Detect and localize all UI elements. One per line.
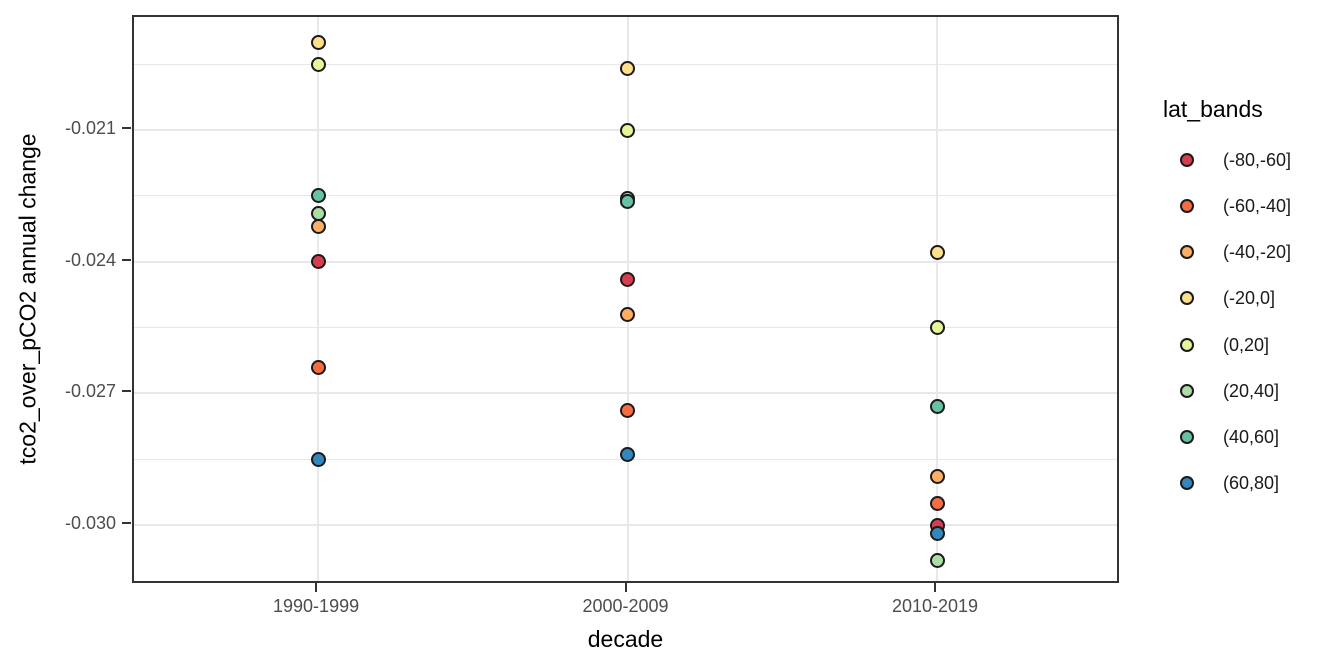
x-tick-label: 1990-1999 — [273, 596, 360, 616]
x-axis-title: decade — [587, 626, 664, 652]
data-point — [929, 552, 945, 568]
y-tick-label: -0.021 — [64, 118, 116, 138]
y-tick-label: -0.027 — [64, 381, 116, 402]
legend-point-icon — [1180, 383, 1194, 398]
y-axis-tick — [122, 390, 131, 393]
major-gridline — [936, 17, 939, 581]
data-point — [310, 359, 326, 375]
legend-label: (60,80] — [1223, 472, 1280, 493]
major-gridline — [134, 260, 1117, 263]
data-point — [620, 271, 635, 287]
data-point — [310, 188, 326, 204]
y-tick-label: -0.024 — [64, 249, 116, 270]
y-axis-tick — [122, 127, 131, 129]
major-gridline — [317, 17, 320, 581]
data-point — [620, 403, 635, 419]
x-axis-tick — [315, 583, 318, 592]
x-tick-label: 2000-2009 — [582, 596, 669, 616]
major-gridline — [134, 392, 1117, 395]
y-axis-tick — [122, 522, 131, 524]
y-axis-tick — [122, 258, 131, 261]
data-point — [310, 56, 326, 72]
legend-title: lat_bands — [1163, 96, 1263, 122]
y-tick-label: -0.030 — [64, 513, 116, 533]
data-point — [620, 193, 635, 209]
data-point — [929, 526, 945, 542]
legend-point-icon — [1180, 475, 1194, 490]
data-point — [620, 122, 635, 138]
legend-label: (40,60] — [1223, 426, 1280, 447]
legend-label: (-80,-60] — [1223, 150, 1292, 170]
legend-label: (-40,-20] — [1223, 242, 1292, 263]
data-point — [620, 61, 635, 77]
data-point — [929, 245, 945, 261]
data-point — [929, 469, 945, 485]
legend-point-icon — [1180, 153, 1194, 167]
legend-label: (-20,0] — [1223, 288, 1276, 309]
legend-label: (20,40] — [1223, 380, 1280, 401]
major-gridline — [626, 17, 629, 581]
data-point — [310, 451, 326, 467]
data-point — [929, 320, 945, 335]
major-gridline — [134, 524, 1117, 526]
legend-label: (-60,-40] — [1223, 196, 1292, 217]
legend-point-icon — [1180, 291, 1194, 306]
data-point — [310, 205, 326, 221]
data-point — [310, 219, 326, 235]
data-point — [929, 495, 945, 511]
legend-point-icon — [1180, 429, 1194, 444]
x-axis-tick — [934, 583, 937, 592]
plot-panel — [132, 15, 1119, 583]
data-point — [929, 399, 945, 414]
y-axis-title: tco2_over_pCO2 annual change — [14, 133, 41, 465]
legend-point-icon — [1180, 337, 1194, 352]
x-axis-tick — [624, 583, 627, 592]
legend-point-icon — [1180, 199, 1194, 214]
data-point — [620, 306, 635, 322]
data-point — [310, 34, 326, 50]
legend-point-icon — [1180, 245, 1194, 260]
data-point — [310, 254, 326, 270]
legend-label: (0,20] — [1223, 334, 1270, 355]
minor-gridline — [134, 327, 1117, 328]
x-tick-label: 2010-2019 — [891, 596, 979, 616]
data-point — [620, 447, 635, 463]
